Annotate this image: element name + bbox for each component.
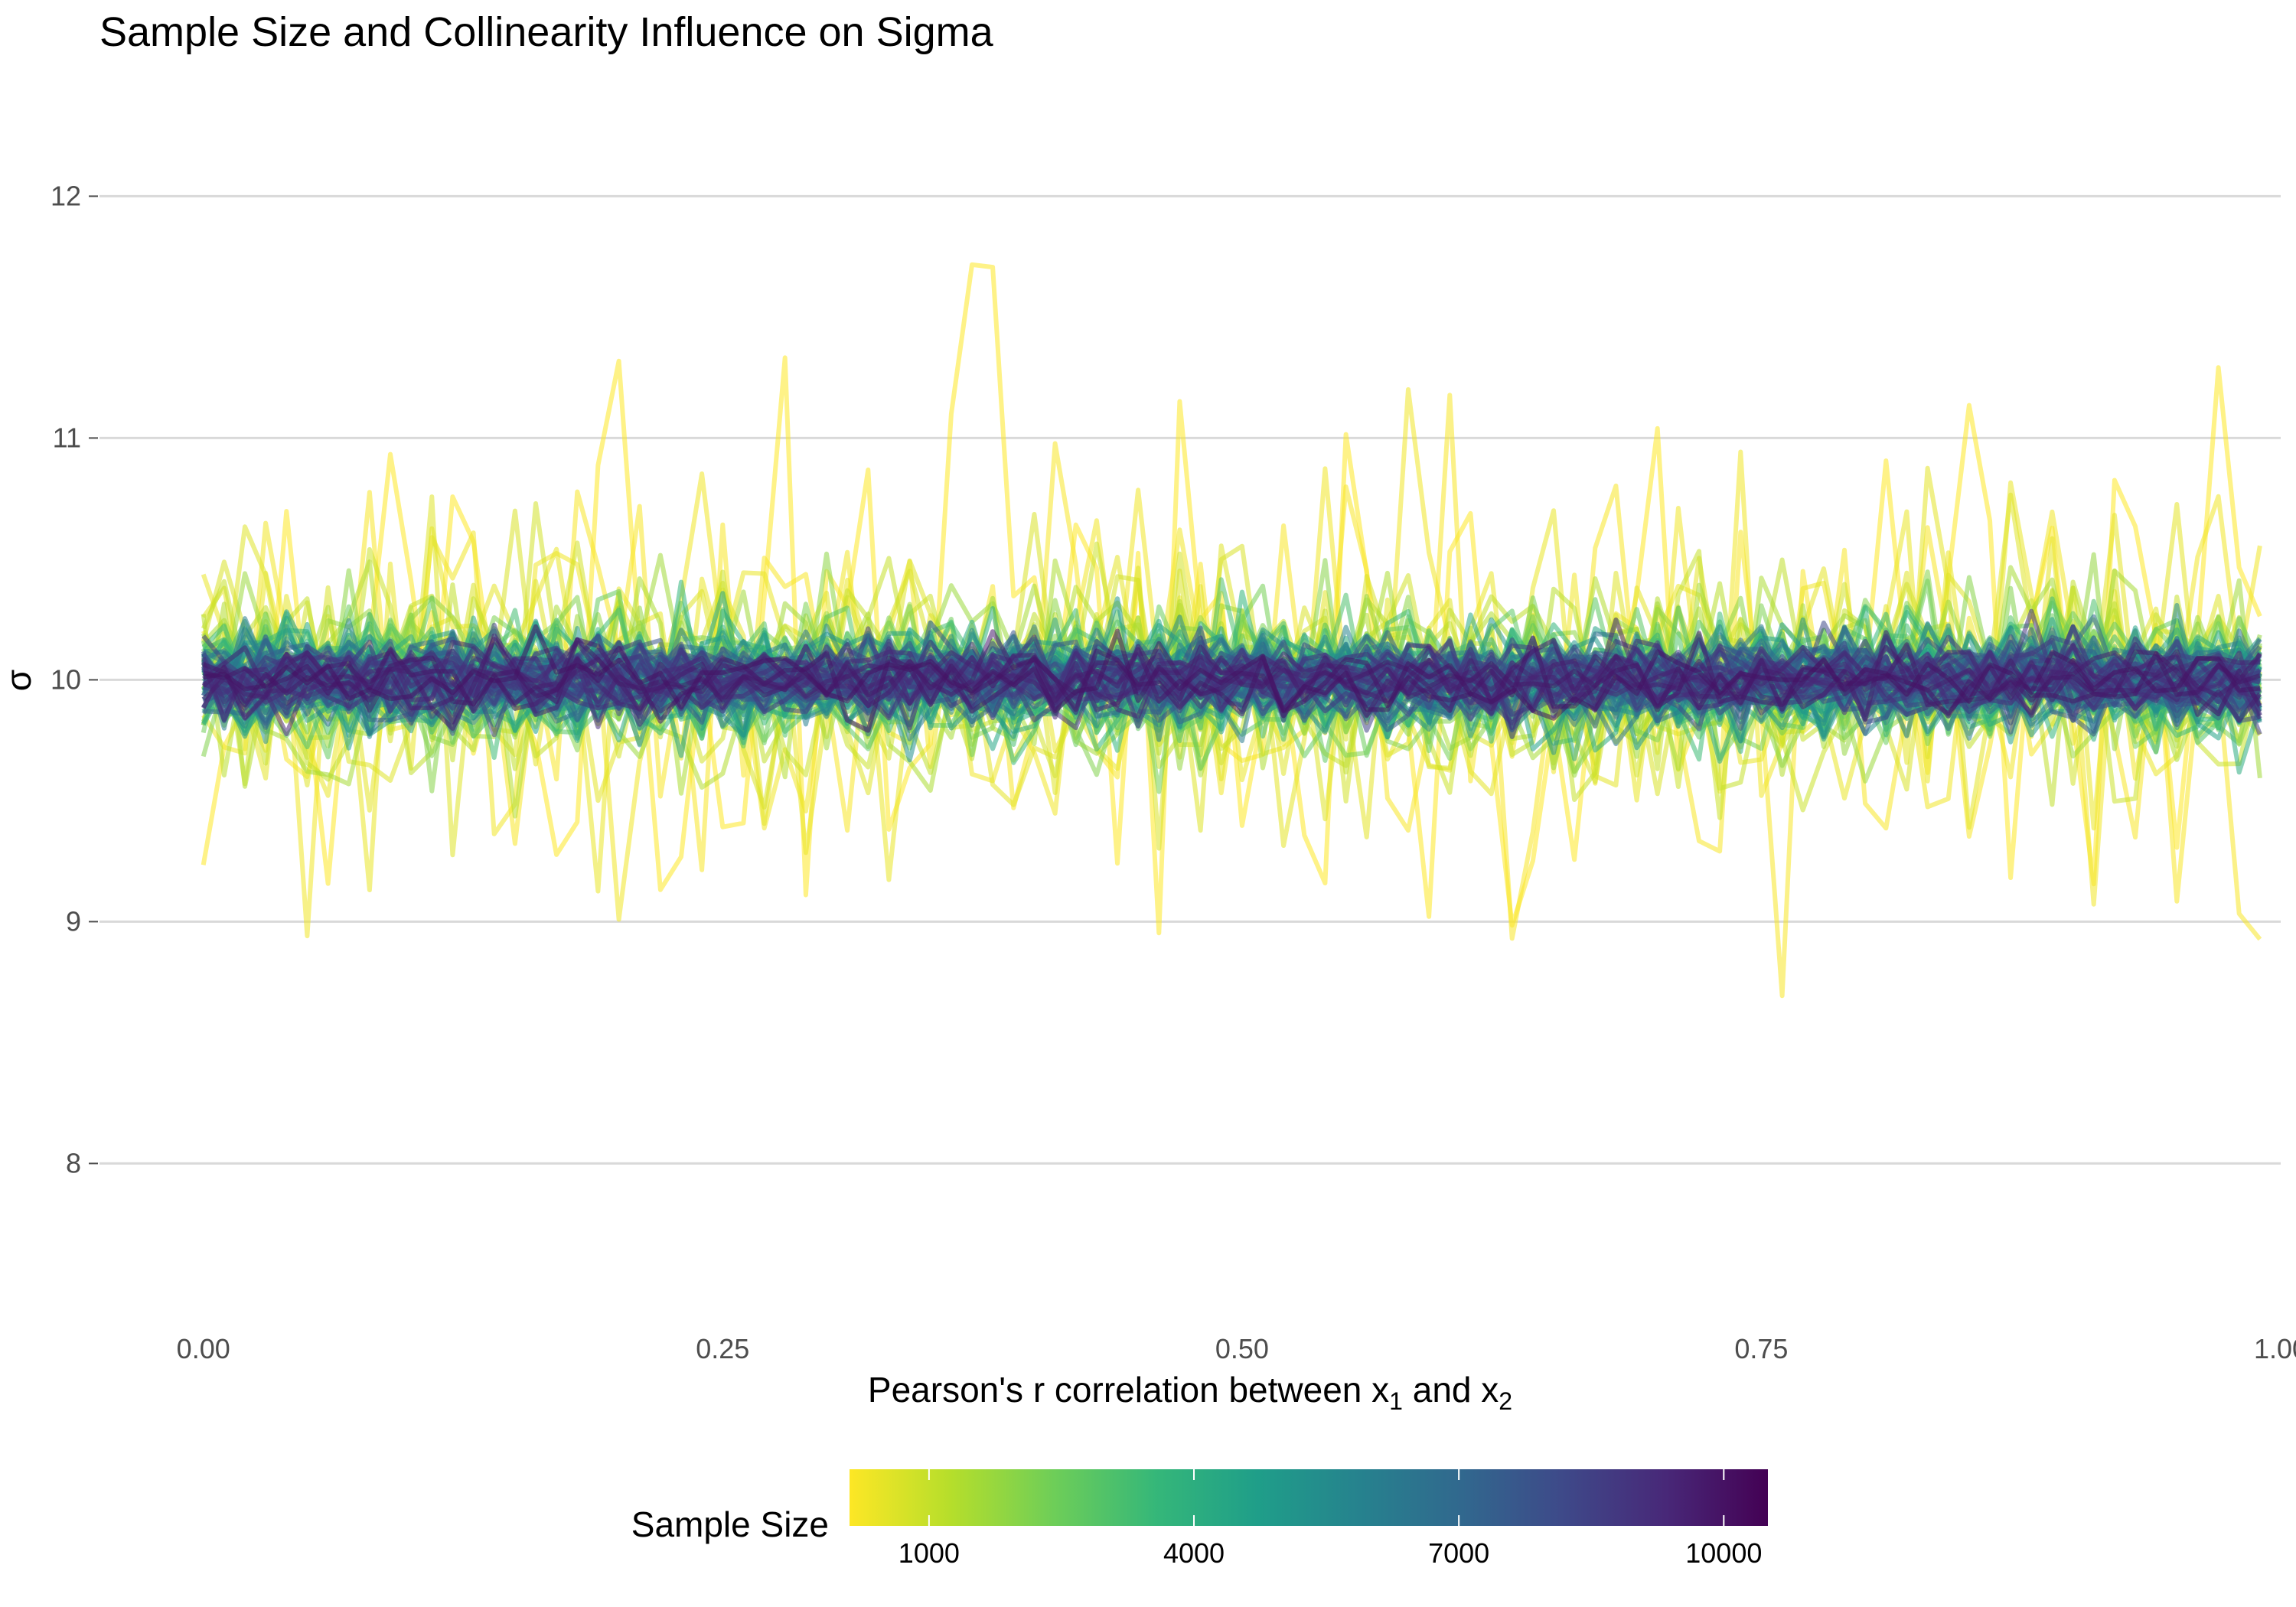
legend-tick-label: 4000 <box>1163 1537 1225 1569</box>
y-tick-label: 12 <box>51 180 81 211</box>
y-tick-label: 8 <box>66 1147 81 1178</box>
x-tick-labels: 0.00 0.25 0.50 0.75 1.00 <box>177 1333 2296 1364</box>
legend: Sample Size 1000 4000 7000 10000 <box>631 1469 1768 1569</box>
x-tick-label: 0.50 <box>1215 1333 1269 1364</box>
y-axis-title: σ <box>0 670 38 691</box>
x-axis-title-main: Pearson's r correlation between x <box>868 1370 1389 1410</box>
legend-colorbar <box>850 1469 1768 1526</box>
x-tick-label: 1.00 <box>2254 1333 2296 1364</box>
y-tick-label: 10 <box>51 663 81 695</box>
x-axis-title: Pearson's r correlation between x1 and x… <box>868 1370 1512 1415</box>
legend-tick-label: 7000 <box>1428 1537 1489 1569</box>
chart-title: Sample Size and Collinearity Influence o… <box>99 9 994 55</box>
y-tick-labels: 8 9 10 11 12 <box>51 180 81 1178</box>
legend-ticks: 1000 4000 7000 10000 <box>899 1469 1762 1569</box>
y-tick-label: 9 <box>66 905 81 937</box>
series-line <box>203 624 2261 721</box>
x-axis-title-and: and x <box>1403 1370 1499 1410</box>
legend-tick-label: 10000 <box>1685 1537 1762 1569</box>
legend-title: Sample Size <box>631 1504 829 1544</box>
legend-tick-label: 1000 <box>899 1537 960 1569</box>
x-tick-label: 0.25 <box>696 1333 749 1364</box>
x-axis-title-sub1: 1 <box>1389 1387 1403 1415</box>
series-line <box>201 617 2262 737</box>
x-axis-title-sub2: 2 <box>1499 1387 1512 1415</box>
series-line <box>202 635 2261 733</box>
y-tick-label: 11 <box>53 422 81 453</box>
x-tick-label: 0.00 <box>177 1333 230 1364</box>
series-lines <box>201 262 2262 999</box>
x-tick-label: 0.75 <box>1734 1333 1788 1364</box>
